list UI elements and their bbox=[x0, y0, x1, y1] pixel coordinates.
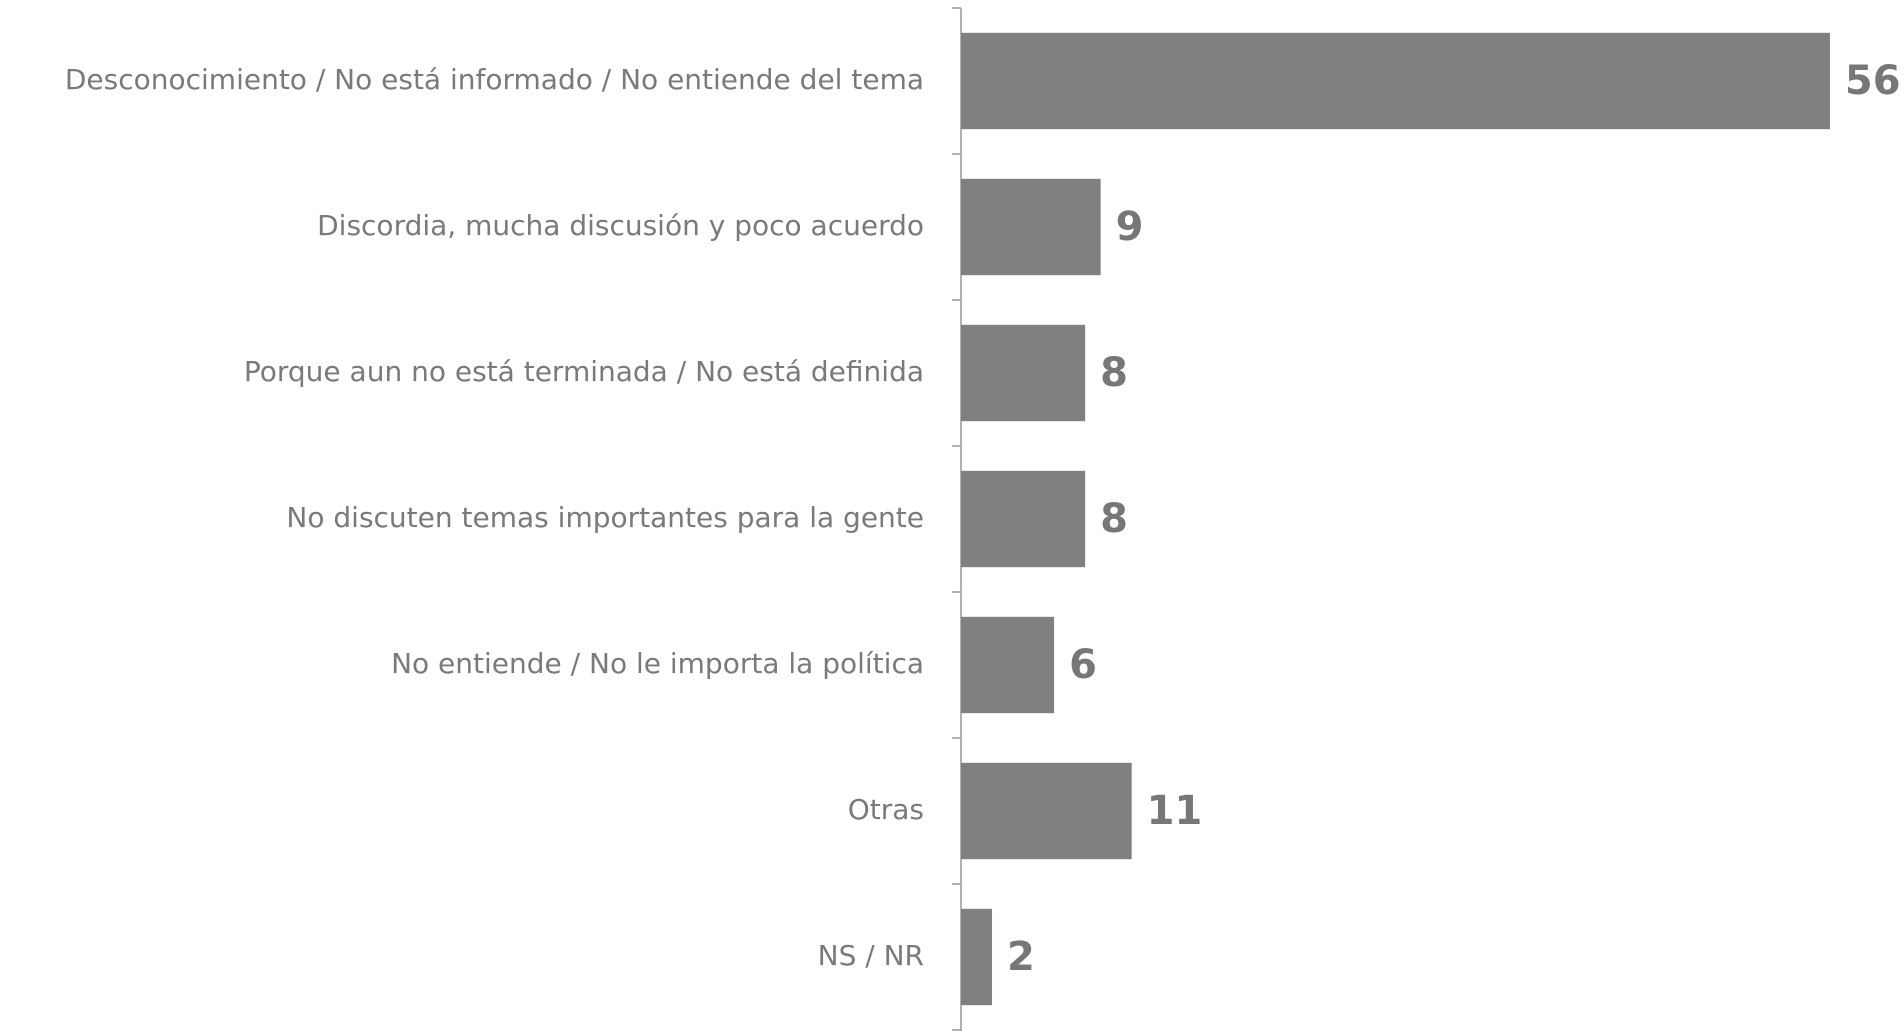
category-label: No entiende / No le importa la política bbox=[391, 647, 924, 680]
category-label: Otras bbox=[848, 793, 924, 826]
category-label: Desconocimiento / No está informado / No… bbox=[65, 63, 924, 96]
bar bbox=[961, 908, 993, 1006]
value-label: 11 bbox=[1147, 788, 1203, 834]
value-label: 2 bbox=[1007, 934, 1035, 980]
category-label: Porque aun no está terminada / No está d… bbox=[244, 355, 924, 388]
bar bbox=[961, 616, 1055, 714]
value-label: 6 bbox=[1069, 642, 1097, 688]
value-label: 9 bbox=[1116, 204, 1144, 250]
bar bbox=[961, 324, 1086, 422]
category-label: No discuten temas importantes para la ge… bbox=[286, 501, 924, 534]
bar bbox=[961, 178, 1101, 276]
value-label: 8 bbox=[1100, 350, 1128, 396]
value-label: 8 bbox=[1100, 496, 1128, 542]
bar bbox=[961, 470, 1086, 568]
bar bbox=[961, 762, 1132, 860]
bar bbox=[961, 32, 1830, 130]
category-label: NS / NR bbox=[818, 939, 924, 972]
category-label: Discordia, mucha discusión y poco acuerd… bbox=[317, 209, 924, 242]
value-label: 56 bbox=[1845, 58, 1901, 104]
